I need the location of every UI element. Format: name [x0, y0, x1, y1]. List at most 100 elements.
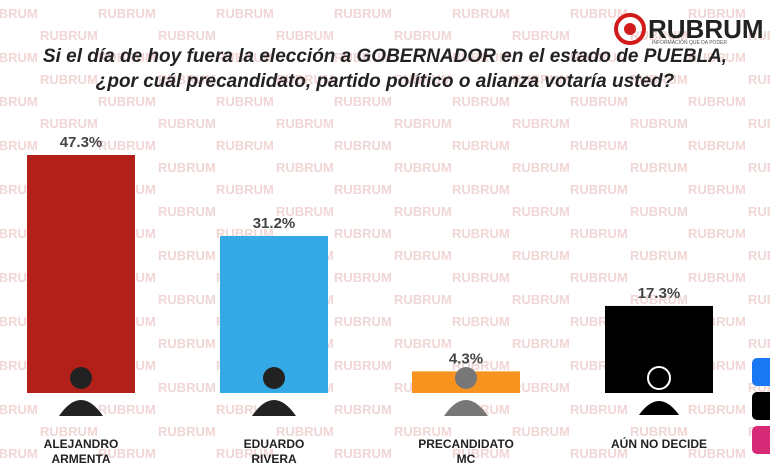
watermark: RUBRUM — [216, 182, 274, 197]
chart-title: Si el día de hoy fuera la elección a GOB… — [42, 46, 728, 92]
value-label: 47.3% — [60, 134, 103, 151]
person-body — [252, 400, 296, 416]
watermark: RUBRUM — [276, 424, 334, 439]
watermark: RUBRUM — [688, 182, 746, 197]
watermark: RUBRUM — [40, 28, 98, 43]
watermark: RUBRUM — [630, 292, 688, 307]
watermark: RUBRUM — [0, 138, 38, 153]
watermark: RUBRUM — [334, 402, 392, 417]
watermark: RUBRUM — [98, 402, 156, 417]
watermark: RUBRUM — [394, 336, 452, 351]
watermark: RUBRUM — [158, 116, 216, 131]
watermark: RUBRUM — [630, 116, 688, 131]
watermark: RUBRUM — [334, 138, 392, 153]
watermark: RUBRUM — [748, 468, 770, 470]
watermark: RUBRUM — [216, 6, 274, 21]
watermark: RUBRUM — [98, 94, 156, 109]
watermark: RUBRUM — [394, 424, 452, 439]
watermark: RUBRUM — [0, 6, 38, 21]
watermark: RUBRUM — [334, 358, 392, 373]
watermark: RUBRUM — [0, 50, 38, 65]
watermark: RUBRUM — [0, 446, 38, 461]
watermark: RUBRUM — [394, 72, 452, 87]
person-body — [444, 400, 488, 416]
value-label: 31.2% — [253, 215, 296, 232]
watermark: RUBRUM — [512, 380, 570, 395]
category-label: ALEJANDRO ARMENTA — [43, 437, 119, 466]
watermark: RUBRUM — [570, 94, 628, 109]
bar — [220, 236, 328, 393]
watermark: RUBRUM — [512, 424, 570, 439]
watermark: RUBRUM — [216, 138, 274, 153]
watermark: RUBRUM — [512, 28, 570, 43]
logo-name: RUBRUM — [648, 14, 764, 44]
watermark: RUBRUM — [512, 116, 570, 131]
watermark: RUBRUM — [570, 50, 628, 65]
value-label: 4.3% — [449, 350, 483, 367]
watermark: RUBRUM — [40, 424, 98, 439]
watermark: RUBRUM — [512, 248, 570, 263]
watermark: RUBRUM — [158, 248, 216, 263]
watermark: RUBRUM — [394, 28, 452, 43]
value-label: 17.3% — [638, 285, 681, 302]
watermark: RUBRUM — [748, 72, 770, 87]
watermark: RUBRUM — [334, 270, 392, 285]
watermark: RUBRUM — [452, 50, 510, 65]
person-head — [263, 367, 285, 389]
watermark: RUBRUM — [630, 72, 688, 87]
watermark: RUBRUM — [512, 468, 570, 470]
watermark: RUBRUM — [158, 72, 216, 87]
watermark: RUBRUM — [98, 138, 156, 153]
logo: RUBRUM INFORMACIÓN QUE DA PODER — [614, 13, 764, 46]
watermark: RUBRUM — [570, 402, 628, 417]
watermark: RUBRUM — [688, 50, 746, 65]
watermark: RUBRUM — [158, 292, 216, 307]
watermark: RUBRUM — [512, 160, 570, 175]
watermark: RUBRUM — [570, 182, 628, 197]
category-label: PRECANDIDATO MC — [418, 437, 514, 466]
watermark: RUBRUM — [688, 138, 746, 153]
watermark: RUBRUM — [216, 446, 274, 461]
facebook-icon — [752, 358, 770, 386]
category-label: EDUARDO RIVERA — [243, 437, 305, 466]
category-label: AÚN NO DECIDE — [610, 437, 707, 451]
watermark: RUBRUM — [452, 270, 510, 285]
logo-ring — [614, 13, 646, 45]
watermark: RUBRUM — [570, 270, 628, 285]
watermark: RUBRUM — [630, 160, 688, 175]
watermark: RUBRUM — [158, 28, 216, 43]
watermark: RUBRUM — [0, 402, 38, 417]
watermark: RUBRUM — [688, 6, 746, 21]
watermark: RUBRUM — [276, 468, 334, 470]
watermark: RUBRUM — [98, 6, 156, 21]
watermark: RUBRUM — [630, 204, 688, 219]
watermark: RUBRUM — [334, 50, 392, 65]
watermark: RUBRUM — [512, 72, 570, 87]
watermark: RUBRUM — [748, 116, 770, 131]
instagram-icon — [752, 426, 770, 454]
watermark: RUBRUM — [452, 6, 510, 21]
watermark: RUBRUM — [40, 116, 98, 131]
watermark: RUBRUM — [334, 226, 392, 241]
watermark: RUBRUM — [334, 6, 392, 21]
watermark: RUBRUM — [748, 28, 770, 43]
watermark: RUBRUM — [688, 226, 746, 241]
person-head — [70, 367, 92, 389]
watermark: RUBRUM — [452, 314, 510, 329]
logo-dot — [624, 23, 636, 35]
watermark: RUBRUM — [394, 248, 452, 263]
watermark: RUBRUM — [40, 72, 98, 87]
watermark: RUBRUM — [630, 468, 688, 470]
watermark: RUBRUM — [748, 248, 770, 263]
watermark: RUBRUM — [748, 204, 770, 219]
watermark: RUBRUM — [98, 446, 156, 461]
watermark: RUBRUM — [158, 424, 216, 439]
watermark: RUBRUM — [688, 446, 746, 461]
watermark: RUBRUM — [748, 336, 770, 351]
watermark: RUBRUM — [394, 292, 452, 307]
watermark: RUBRUM — [452, 94, 510, 109]
social-icons — [752, 358, 770, 454]
watermark: RUBRUM — [334, 314, 392, 329]
